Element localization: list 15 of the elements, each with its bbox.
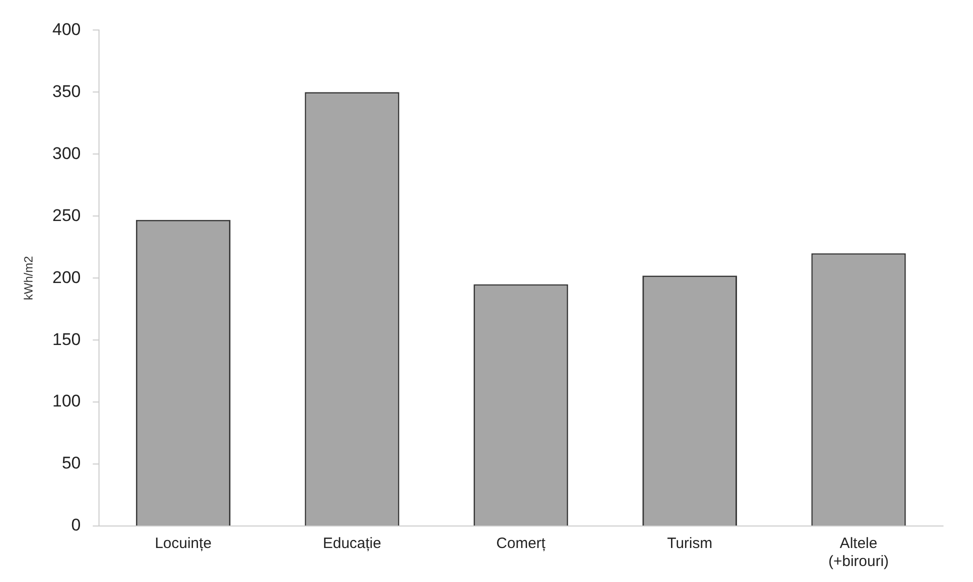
x-tick-label: Locuințe (154, 535, 212, 552)
y-tick-label: 50 (62, 454, 81, 473)
y-tick-label: 250 (52, 206, 81, 225)
x-tick-label: Educație (322, 535, 382, 552)
y-tick-label: 400 (52, 20, 81, 39)
x-tick-label: Comerț (496, 535, 546, 552)
y-tick-label: 150 (52, 330, 81, 349)
y-tick-label: 300 (52, 144, 81, 163)
y-tick-label: 100 (52, 392, 81, 411)
x-tick-label: Altele (+birouri) (828, 535, 889, 570)
y-tick-label: 0 (71, 516, 81, 535)
y-tick-label: 350 (52, 82, 81, 101)
y-axis-title: kWh/m2 (22, 256, 36, 300)
x-tick-label: Turism (667, 535, 712, 552)
y-tick-label: 200 (52, 268, 81, 287)
